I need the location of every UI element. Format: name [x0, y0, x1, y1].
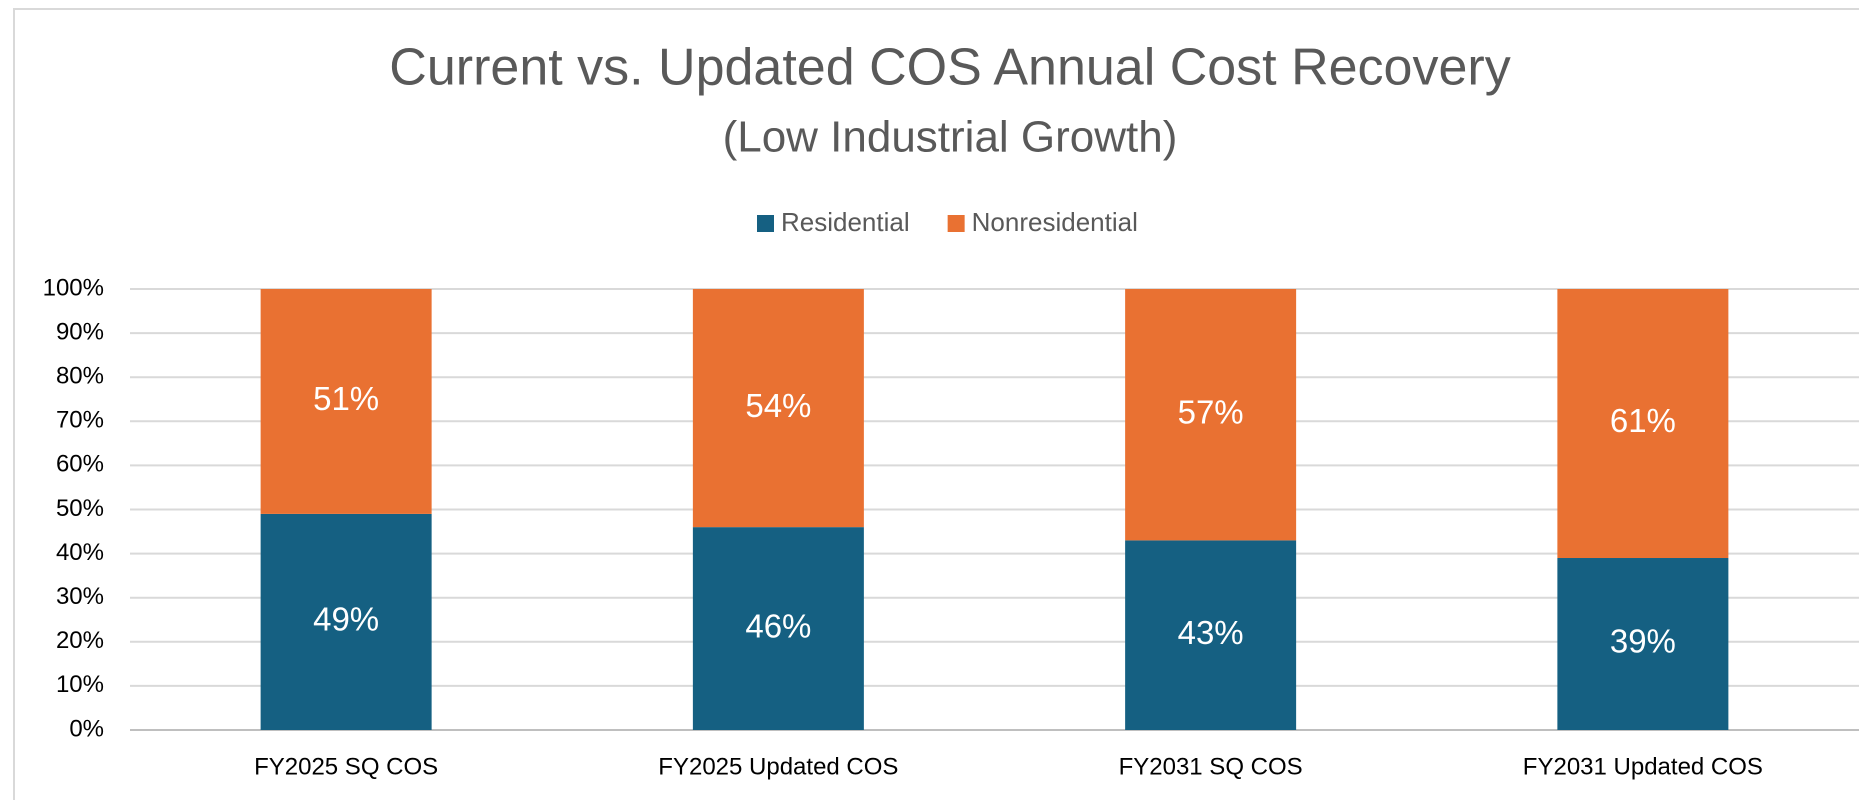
data-label: 43%	[1178, 614, 1244, 651]
y-tick-label: 30%	[56, 583, 104, 610]
legend-swatch	[947, 215, 965, 232]
legend-label: Nonresidential	[972, 207, 1138, 237]
data-label: 57%	[1178, 393, 1244, 430]
data-label: 61%	[1610, 402, 1676, 439]
y-tick-label: 70%	[56, 407, 104, 434]
bar-segment	[260, 513, 432, 730]
bar-segment	[692, 527, 864, 730]
y-tick-label: 90%	[56, 318, 104, 345]
bar-segment	[692, 289, 864, 528]
data-label: 39%	[1610, 623, 1676, 660]
x-tick-label: FY2025 Updated COS	[658, 753, 898, 780]
chart-title: Current vs. Updated COS Annual Cost Reco…	[389, 39, 1510, 97]
legend-label: Residential	[781, 207, 910, 237]
y-tick-label: 50%	[56, 495, 104, 522]
x-tick-label: FY2025 SQ COS	[254, 753, 438, 780]
y-tick-label: 40%	[56, 539, 104, 566]
legend-swatch	[757, 215, 774, 232]
bar-segment	[260, 289, 432, 514]
data-label: 46%	[745, 607, 811, 644]
y-tick-label: 0%	[69, 715, 104, 742]
bar-segment	[1125, 289, 1297, 541]
data-label: 54%	[745, 387, 811, 424]
chart-subtitle: (Low Industrial Growth)	[723, 113, 1178, 162]
y-tick-label: 100%	[43, 274, 104, 301]
data-label: 51%	[313, 380, 379, 417]
bar-segment	[1557, 289, 1729, 559]
y-tick-label: 60%	[56, 451, 104, 478]
y-tick-label: 20%	[56, 627, 104, 654]
y-tick-label: 10%	[56, 671, 104, 698]
y-tick-label: 80%	[56, 363, 104, 390]
bar-segment	[1125, 540, 1297, 730]
data-label: 49%	[313, 601, 379, 638]
x-tick-label: FY2031 Updated COS	[1523, 753, 1763, 780]
x-tick-label: FY2031 SQ COS	[1119, 753, 1303, 780]
bar-segment	[1557, 558, 1729, 730]
